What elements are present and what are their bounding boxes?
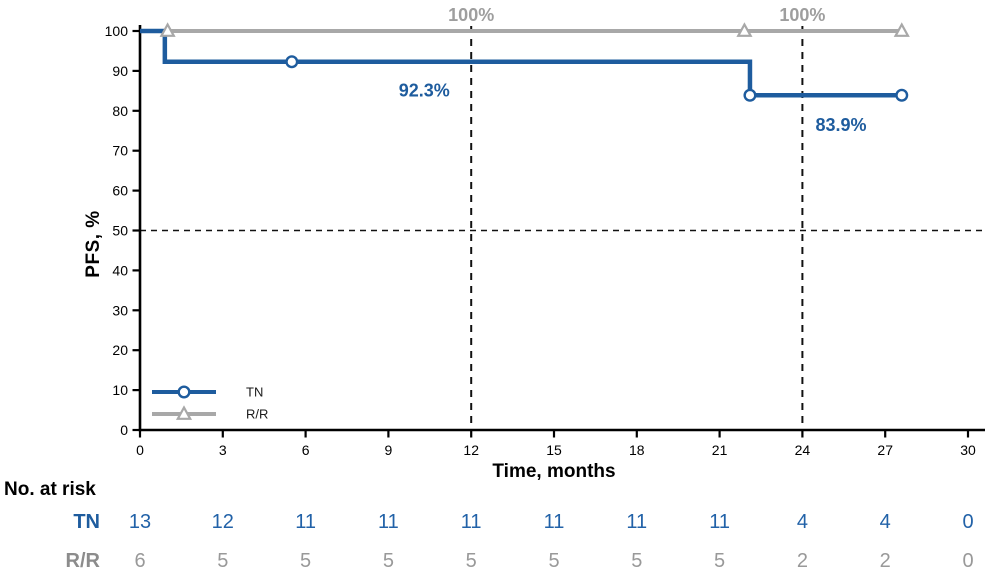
x-tick-label: 0 xyxy=(136,442,144,458)
x-tick-label: 12 xyxy=(463,442,479,458)
legend-marker-TN xyxy=(177,385,191,399)
censor-mark-RR xyxy=(159,22,176,37)
risk-count-RR-24mo: 2 xyxy=(796,550,808,572)
risk-count-RR-30mo: 0 xyxy=(962,550,974,572)
y-tick-label: 90 xyxy=(112,63,128,79)
risk-table-title: No. at risk xyxy=(4,479,96,500)
y-tick-label: 0 xyxy=(120,422,128,438)
risk-count-TN-12mo: 11 xyxy=(460,511,482,533)
risk-row-label-TN: TN xyxy=(73,511,100,533)
x-tick-label: 27 xyxy=(877,442,893,458)
risk-count-TN-0mo: 13 xyxy=(128,511,152,533)
risk-count-RR-12mo: 5 xyxy=(465,550,477,572)
legend-label-TN: TN xyxy=(246,385,263,400)
censor-mark-TN xyxy=(895,88,909,102)
x-tick-label: 18 xyxy=(629,442,645,458)
annotation-83.9%: 83.9% xyxy=(816,115,867,135)
y-tick-label: 60 xyxy=(112,183,128,199)
censor-mark-RR xyxy=(893,22,910,37)
y-tick-label: 20 xyxy=(112,342,128,358)
risk-count-RR-6mo: 5 xyxy=(300,550,312,572)
risk-count-TN-30mo: 0 xyxy=(962,511,974,533)
x-tick-label: 15 xyxy=(546,442,562,458)
x-tick-label: 21 xyxy=(712,442,728,458)
km-chart: 0 10 20 30 40 50 60 70 80 90 100 0 3 6 9 12 15 18 21 24 27 30… xyxy=(105,5,985,458)
y-tick-label: 50 xyxy=(112,223,128,239)
risk-count-TN-15mo: 11 xyxy=(543,511,565,533)
legend-label-RR: R/R xyxy=(246,407,268,422)
risk-count-RR-21mo: 5 xyxy=(714,550,726,572)
censor-mark-TN xyxy=(743,88,757,102)
censor-mark-TN xyxy=(285,55,299,69)
risk-count-TN-18mo: 11 xyxy=(626,511,648,533)
y-tick-label: 70 xyxy=(112,143,128,159)
risk-count-TN-6mo: 11 xyxy=(295,511,316,533)
risk-count-RR-9mo: 5 xyxy=(382,550,394,572)
y-tick-label: 100 xyxy=(105,23,129,39)
y-tick-label: 40 xyxy=(112,262,128,278)
risk-count-TN-21mo: 11 xyxy=(709,511,730,533)
risk-count-TN-24mo: 4 xyxy=(796,511,808,533)
x-tick-label: 6 xyxy=(302,442,310,458)
risk-count-RR-27mo: 2 xyxy=(879,550,891,572)
censor-mark-RR xyxy=(736,22,753,37)
risk-count-RR-18mo: 5 xyxy=(631,550,643,572)
risk-count-RR-0mo: 6 xyxy=(134,550,146,572)
risk-count-TN-3mo: 12 xyxy=(211,511,234,533)
y-tick-label: 80 xyxy=(112,103,128,119)
km-step-line-TN xyxy=(140,28,902,98)
risk-count-RR-3mo: 5 xyxy=(217,550,229,572)
risk-count-TN-27mo: 4 xyxy=(879,511,891,533)
x-tick-label: 24 xyxy=(795,442,811,458)
annotation-92.3%: 92.3% xyxy=(399,80,450,100)
annotation-100%: 100% xyxy=(779,5,825,25)
x-axis-title: Time, months xyxy=(492,461,616,482)
risk-count-TN-9mo: 11 xyxy=(378,511,399,533)
y-tick-label: 10 xyxy=(112,382,128,398)
x-tick-label: 30 xyxy=(960,442,976,458)
x-tick-label: 9 xyxy=(385,442,393,458)
y-tick-label: 30 xyxy=(112,302,128,318)
risk-count-RR-15mo: 5 xyxy=(548,550,560,572)
legend-marker-RR xyxy=(175,405,193,420)
risk-row-label-RR: R/R xyxy=(65,550,100,572)
annotation-100%: 100% xyxy=(448,5,494,25)
x-tick-label: 3 xyxy=(219,442,227,458)
